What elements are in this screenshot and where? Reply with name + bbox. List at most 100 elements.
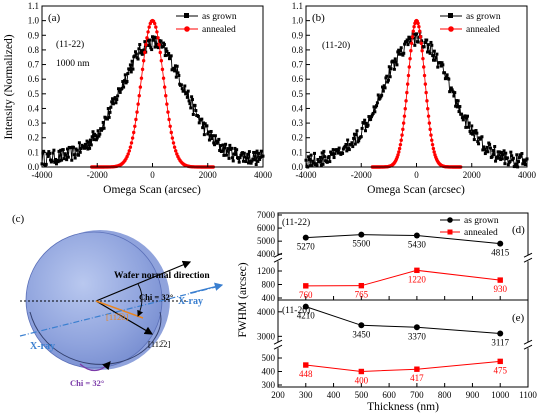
chi-label-1: Chi = 32° <box>139 292 173 302</box>
y-tick-label: 0.0 <box>292 162 304 172</box>
data-point <box>445 73 449 77</box>
xray-beam-right-arrow <box>189 282 224 294</box>
data-point <box>225 149 229 153</box>
data-point <box>420 39 424 43</box>
data-label: 5270 <box>297 242 316 252</box>
data-point <box>399 138 403 142</box>
data-label: 4210 <box>297 311 316 321</box>
data-point <box>213 134 217 138</box>
data-point <box>493 145 497 149</box>
y-tick-label: 400 <box>262 293 276 303</box>
data-point <box>189 106 193 110</box>
data-point <box>341 151 345 155</box>
data-point <box>69 146 73 150</box>
y-tick-label: 6000 <box>257 223 276 233</box>
data-point <box>464 125 468 129</box>
data-point <box>423 41 427 45</box>
panel-b-curves <box>304 18 529 169</box>
y-tick-label: 0.6 <box>28 74 40 84</box>
data-point <box>91 130 95 134</box>
data-point <box>161 76 166 80</box>
data-point <box>401 127 405 132</box>
data-point <box>115 98 119 102</box>
data-point <box>381 85 384 89</box>
data-point <box>51 151 55 155</box>
data-point <box>185 91 188 95</box>
data-point <box>117 87 120 91</box>
fwhm-ylabel: FWHM (arcsec) <box>237 262 249 337</box>
data-point <box>170 136 175 140</box>
data-point <box>249 161 253 165</box>
data-point <box>234 152 238 156</box>
data-point <box>77 153 81 157</box>
x-tick-label: 1100 <box>519 390 537 400</box>
data-point <box>335 149 339 153</box>
data-point <box>213 143 217 147</box>
data-point <box>158 50 162 55</box>
data-point <box>369 115 373 119</box>
data-point <box>307 155 311 159</box>
data-point <box>466 114 469 118</box>
data-point <box>315 164 319 168</box>
data-point <box>320 151 324 155</box>
data-point <box>522 161 526 165</box>
data-point <box>517 160 520 164</box>
data-point <box>303 283 309 289</box>
data-point <box>95 136 99 140</box>
data-point <box>242 151 246 155</box>
data-label: 1220 <box>408 274 427 284</box>
data-point <box>449 86 453 90</box>
data-point <box>137 94 141 98</box>
data-point <box>463 114 467 118</box>
data-point <box>426 43 430 47</box>
data-point <box>402 114 407 118</box>
series-annealed <box>370 18 463 169</box>
data-point <box>155 30 159 34</box>
data-point <box>466 125 470 129</box>
y-tick-label: 1.1 <box>28 1 39 11</box>
data-point <box>53 160 57 164</box>
data-point <box>139 51 143 55</box>
data-point <box>121 80 125 84</box>
data-point <box>421 56 425 61</box>
data-point <box>217 137 221 141</box>
data-point <box>475 131 479 135</box>
panel-d-annotation-plane: (11-22) <box>282 217 310 228</box>
xray-right-label: X-ray <box>178 296 203 307</box>
data-point <box>159 59 164 63</box>
data-point <box>90 135 94 139</box>
data-point <box>89 143 93 147</box>
x-tick-label: 1000 <box>491 390 510 400</box>
data-point <box>451 90 455 94</box>
data-point <box>135 110 139 114</box>
data-point <box>138 85 143 89</box>
y-tick-label: 0.3 <box>292 118 304 128</box>
data-point <box>149 46 153 50</box>
data-point <box>83 142 87 146</box>
x-tick-label: 2000 <box>463 170 482 180</box>
data-point <box>243 155 247 159</box>
data-point <box>408 56 412 61</box>
data-point <box>222 153 226 157</box>
data-point <box>358 322 365 329</box>
data-point <box>236 156 240 160</box>
panel-d-legend: as grown annealed <box>440 216 499 238</box>
data-point <box>468 129 472 133</box>
data-label: 3117 <box>491 337 509 347</box>
data-point <box>439 64 443 68</box>
data-point <box>484 150 488 154</box>
axis-break-mark <box>273 344 283 350</box>
data-point <box>48 151 52 155</box>
data-point <box>408 37 412 41</box>
data-point <box>426 50 430 54</box>
data-point <box>327 155 331 159</box>
legend-marker-as-grown <box>184 13 189 18</box>
data-point <box>434 56 438 60</box>
data-point <box>212 141 216 145</box>
x-tick-label: -2000 <box>351 170 372 180</box>
data-point <box>131 67 135 71</box>
data-point <box>444 75 448 79</box>
data-point <box>129 141 134 145</box>
data-point <box>337 146 341 150</box>
data-label: 930 <box>493 284 507 294</box>
